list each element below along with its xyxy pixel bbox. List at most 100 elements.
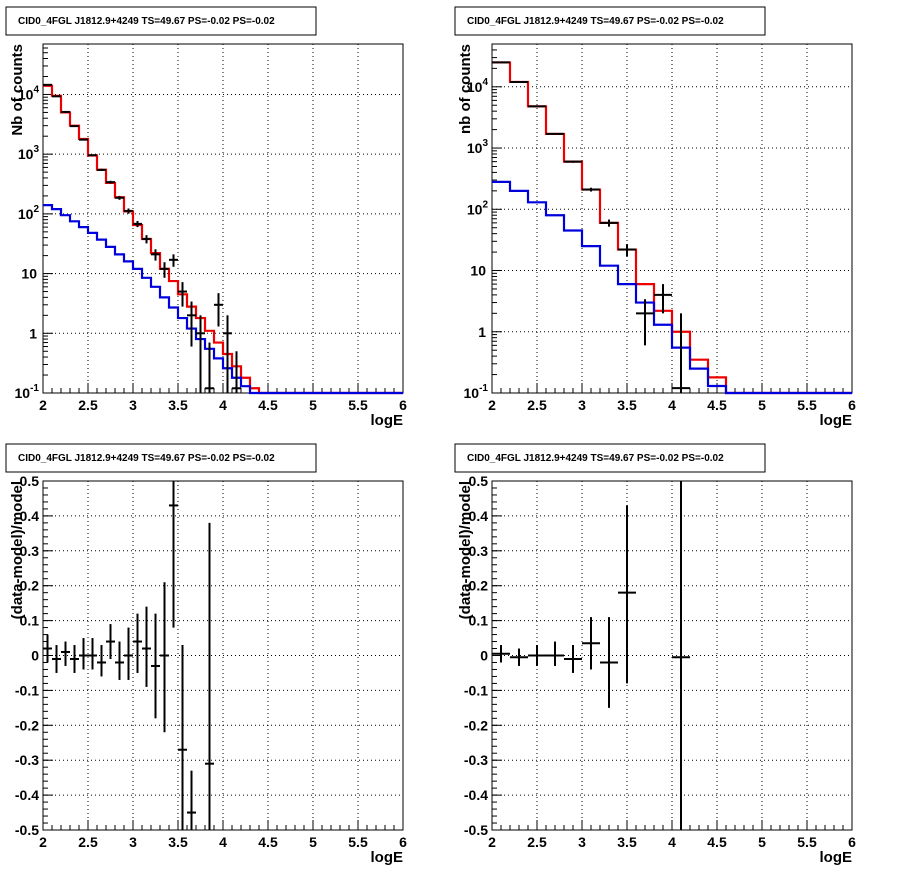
data-point: [492, 645, 510, 663]
data-point: [52, 95, 61, 98]
chart-pad-top-right: 2 2.5 3 3.5 4 4.5 5 5.5 6 10-1 1 10 102 103 104 CID0_4F…: [454, 6, 856, 429]
y-tick-label: -0.2: [464, 717, 488, 733]
title-box: [5, 443, 317, 473]
y-tick-label: 0.5: [469, 473, 489, 489]
data-point: [528, 645, 546, 666]
y-tick-label: 0.2: [469, 578, 489, 594]
data-point: [546, 641, 564, 666]
x-tick-label: 2.5: [78, 834, 98, 850]
y-tick-label: 0.3: [469, 543, 489, 559]
data-point: [142, 235, 151, 244]
x-tick-label: 2: [488, 397, 496, 413]
y-tick-label: 103: [18, 144, 40, 162]
x-tick-label: 2.5: [527, 834, 547, 850]
x-tick-label: 2.5: [527, 397, 547, 413]
data-point: [618, 244, 636, 257]
x-tick-label: 5: [309, 397, 317, 413]
y-tick-label: 104: [467, 77, 489, 95]
x-tick-label: 3: [578, 834, 586, 850]
data-point: [600, 219, 618, 227]
data-point: [43, 634, 52, 663]
data-point: [205, 342, 214, 393]
data-point: [510, 80, 528, 83]
y-axis-title: (data-model)/model: [9, 481, 26, 619]
y-grid: [492, 515, 852, 796]
x-tick-label: 4: [219, 397, 227, 413]
data-point: [600, 617, 618, 708]
y-tick-label: -0.3: [464, 752, 488, 768]
x-axis-title: logE: [820, 412, 853, 429]
x-tick-label: 5.5: [348, 834, 368, 850]
x-tick-label: 5: [309, 834, 317, 850]
x-tick-label: 3.5: [617, 834, 637, 850]
x-tick-label: 3: [129, 834, 137, 850]
y-tick-label: 0.3: [20, 543, 40, 559]
chart-title: CID0_4FGL J1812.9+4249 TS=49.67 PS=-0.02…: [467, 16, 724, 27]
data-point: [79, 138, 88, 141]
plot-frame: [42, 43, 404, 394]
data-point: [70, 125, 79, 128]
x-tick-label: 4: [219, 834, 227, 850]
data-point: [106, 624, 115, 659]
x-tick-label: 4.5: [707, 397, 727, 413]
data-point: [672, 313, 690, 393]
chart-pad-bottom-right: 2 2.5 3 3.5 4 4.5 5 5.5 6 -0.5 -0.4 -0.3 -0.2 -0.1 0 0.…: [454, 443, 856, 866]
data-point: [88, 154, 97, 157]
x-tick-label: 2: [488, 834, 496, 850]
data-point: [214, 293, 223, 327]
y-tick-label: 0: [31, 648, 39, 664]
data-point: [582, 187, 600, 192]
data-point: [564, 645, 582, 673]
x-tick-label: 4.5: [258, 834, 278, 850]
data-point: [187, 770, 196, 830]
x-tick-label: 6: [848, 397, 856, 413]
y-axis-title: nb of counts: [457, 44, 474, 134]
data-point: [169, 254, 178, 267]
data-point: [124, 627, 133, 680]
x-tick-label: 4.5: [707, 834, 727, 850]
series-model-background: [43, 204, 403, 395]
data-point: [510, 648, 528, 666]
data-point: [61, 641, 70, 666]
data-point: [564, 160, 582, 163]
x-tick-label: 3.5: [617, 397, 637, 413]
x-tick-label: 4: [668, 834, 676, 850]
data-point: [178, 282, 187, 307]
data-point: [528, 105, 546, 108]
data-point: [88, 638, 97, 670]
y-tick-label: -0.1: [15, 682, 39, 698]
x-tick-label: 4: [668, 397, 676, 413]
x-tick-label: 4.5: [258, 397, 278, 413]
data-point: [133, 220, 142, 228]
y-tick-label: -0.3: [15, 752, 39, 768]
y-grid: [43, 93, 403, 334]
y-tick-label: 102: [467, 199, 489, 217]
x-tick-label: 5: [758, 397, 766, 413]
y-tick-label: 0.4: [20, 508, 40, 524]
title-box: [454, 443, 766, 473]
y-axis-title: Nb of counts: [9, 44, 26, 136]
y-tick-label: 0.1: [469, 613, 489, 629]
x-tick-label: 5: [758, 834, 766, 850]
data-point: [187, 301, 196, 347]
y-tick-label: 1: [29, 325, 37, 341]
chart-pad-top-left: 2 2.5 3 3.5 4 4.5 5 5.5 6 10-1 1 10 102 103 104 CID0_4F…: [5, 6, 407, 429]
data-point: [115, 641, 124, 680]
x-tick-label: 6: [399, 834, 407, 850]
y-tick-label: 10: [470, 263, 486, 279]
data-point: [97, 168, 106, 172]
x-tick-label: 3: [578, 397, 586, 413]
title-box: [5, 6, 317, 36]
y-grid: [43, 515, 403, 796]
x-tick-label: 2: [39, 397, 47, 413]
data-point: [160, 262, 169, 278]
x-tick-label: 3.5: [168, 834, 188, 850]
data-point: [232, 351, 241, 393]
data-point: [124, 208, 133, 214]
y-tick-label: 0.4: [469, 508, 489, 524]
data-point: [169, 481, 178, 628]
chart-title: CID0_4FGL J1812.9+4249 TS=49.67 PS=-0.02…: [18, 16, 275, 27]
data-point: [178, 645, 187, 830]
data-point: [52, 645, 61, 673]
chart-title: CID0_4FGL J1812.9+4249 TS=49.67 PS=-0.02…: [18, 453, 275, 464]
